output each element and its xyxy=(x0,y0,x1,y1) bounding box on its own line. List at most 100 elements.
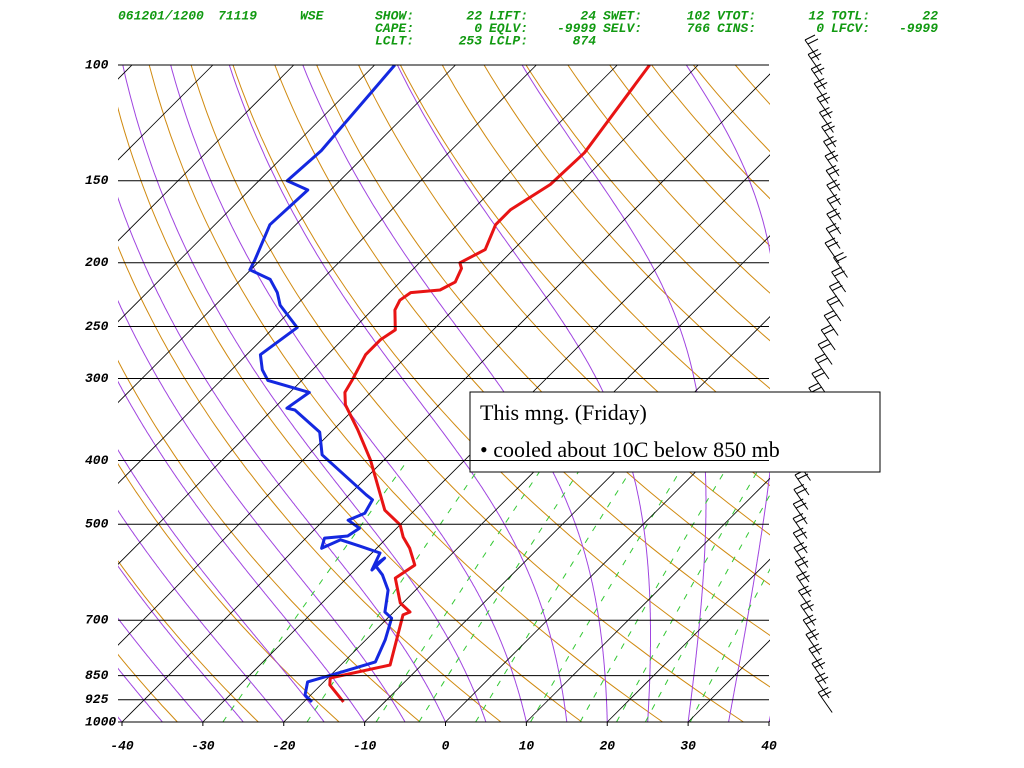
barb-flag xyxy=(820,343,832,349)
barb-staff xyxy=(792,518,808,539)
barb-flag xyxy=(823,136,834,142)
barb-staff xyxy=(808,648,824,670)
barb-staff xyxy=(804,39,820,61)
index-label: LIFT: xyxy=(489,8,528,23)
barb-flag xyxy=(829,212,840,219)
barb-flag xyxy=(828,169,840,175)
x-tick-label: 0 xyxy=(442,738,450,753)
barb-staff xyxy=(817,692,833,713)
moist-adiabat xyxy=(118,667,163,723)
mixing-ratio-line xyxy=(530,464,685,723)
sounding-line xyxy=(248,65,396,703)
barb-flag xyxy=(826,295,838,302)
barb-staff xyxy=(826,184,842,206)
isotherm xyxy=(121,73,770,723)
y-tick-label: 100 xyxy=(85,57,109,72)
x-tick-label: -10 xyxy=(353,738,377,753)
barb-flag xyxy=(817,357,829,364)
y-tick-label: 925 xyxy=(85,692,109,707)
barb-flag xyxy=(823,328,835,335)
x-tick-label: 10 xyxy=(519,738,535,753)
isotherm xyxy=(445,396,770,723)
barb-flag xyxy=(814,672,826,679)
index-label: LCLP: xyxy=(489,33,528,48)
annotation-line: • cooled about 10C below 850 mb xyxy=(480,437,780,462)
barb-staff xyxy=(796,576,811,597)
barb-flag xyxy=(793,527,804,534)
barb-flag xyxy=(792,513,804,519)
dry-adiabat xyxy=(525,65,770,342)
y-tick-label: 1000 xyxy=(85,714,116,729)
barb-staff xyxy=(821,126,837,148)
barb-flag xyxy=(792,498,804,505)
barb-flag xyxy=(814,353,826,360)
y-tick-label: 700 xyxy=(85,613,109,628)
barb-staff xyxy=(793,489,809,510)
barb-flag xyxy=(804,34,816,41)
barb-staff xyxy=(793,547,809,568)
index-label: SHOW: xyxy=(375,8,414,23)
barb-staff xyxy=(794,561,810,583)
index-value: 12 xyxy=(808,8,824,23)
barb-staff xyxy=(800,605,816,626)
dry-adiabat xyxy=(0,65,97,722)
y-tick-label: 850 xyxy=(85,668,109,683)
barb-flag xyxy=(808,382,819,389)
barb-flag xyxy=(816,82,828,88)
barb-flag xyxy=(796,546,808,552)
barb-flag xyxy=(817,339,829,345)
barb-flag xyxy=(797,473,809,480)
barb-flag xyxy=(821,121,832,128)
barb-flag xyxy=(816,92,828,99)
barb-flag xyxy=(811,647,823,654)
barb-flag xyxy=(823,310,835,316)
dry-adiabat xyxy=(232,65,770,688)
index-value: 22 xyxy=(922,8,938,23)
dry-adiabat xyxy=(567,65,770,294)
index-label: CINS: xyxy=(717,21,756,36)
barb-flag xyxy=(797,560,809,567)
barb-flag xyxy=(805,618,817,625)
isotherm xyxy=(118,65,375,323)
barb-flag xyxy=(824,150,836,157)
profiles xyxy=(248,65,651,703)
mixing-ratio-line xyxy=(306,464,482,723)
index-value: 253 xyxy=(459,33,483,48)
mixing-ratio-line xyxy=(222,464,405,723)
index-label: EQLV: xyxy=(489,21,528,36)
barb-flag xyxy=(795,517,807,523)
moist-adiabat xyxy=(122,65,487,723)
y-tick-label: 300 xyxy=(85,371,109,386)
index-value: 766 xyxy=(687,21,711,36)
barb-staff xyxy=(811,663,827,684)
barb-flag xyxy=(798,585,809,592)
index-value: 0 xyxy=(474,21,482,36)
barb-staff xyxy=(802,619,818,641)
index-label: CAPE: xyxy=(375,21,414,36)
x-tick-label: -30 xyxy=(191,738,215,753)
barb-flag xyxy=(829,281,840,287)
date: 061201/1200 xyxy=(118,8,204,23)
wind-barbs xyxy=(792,34,848,713)
barb-flag xyxy=(793,484,805,490)
y-tick-label: 150 xyxy=(85,173,109,188)
y-tick-label: 500 xyxy=(85,517,109,532)
barb-staff xyxy=(792,532,808,554)
mixing-ratio-line xyxy=(689,568,770,723)
index-label: TOTL: xyxy=(831,8,870,23)
barb-flag xyxy=(827,241,839,248)
barb-flag xyxy=(827,154,839,161)
dry-adiabat xyxy=(651,65,770,200)
index-value: -9999 xyxy=(557,21,596,36)
barb-flag xyxy=(826,140,837,146)
barb-flag xyxy=(826,179,838,186)
barb-flag xyxy=(832,285,843,291)
isotherm xyxy=(118,65,456,404)
barb-flag xyxy=(829,183,841,190)
barb-flag xyxy=(796,571,807,577)
x-tick-label: -40 xyxy=(110,738,134,753)
barb-flag xyxy=(829,198,841,204)
barb-flag xyxy=(834,270,845,277)
barb-flag xyxy=(800,600,811,606)
